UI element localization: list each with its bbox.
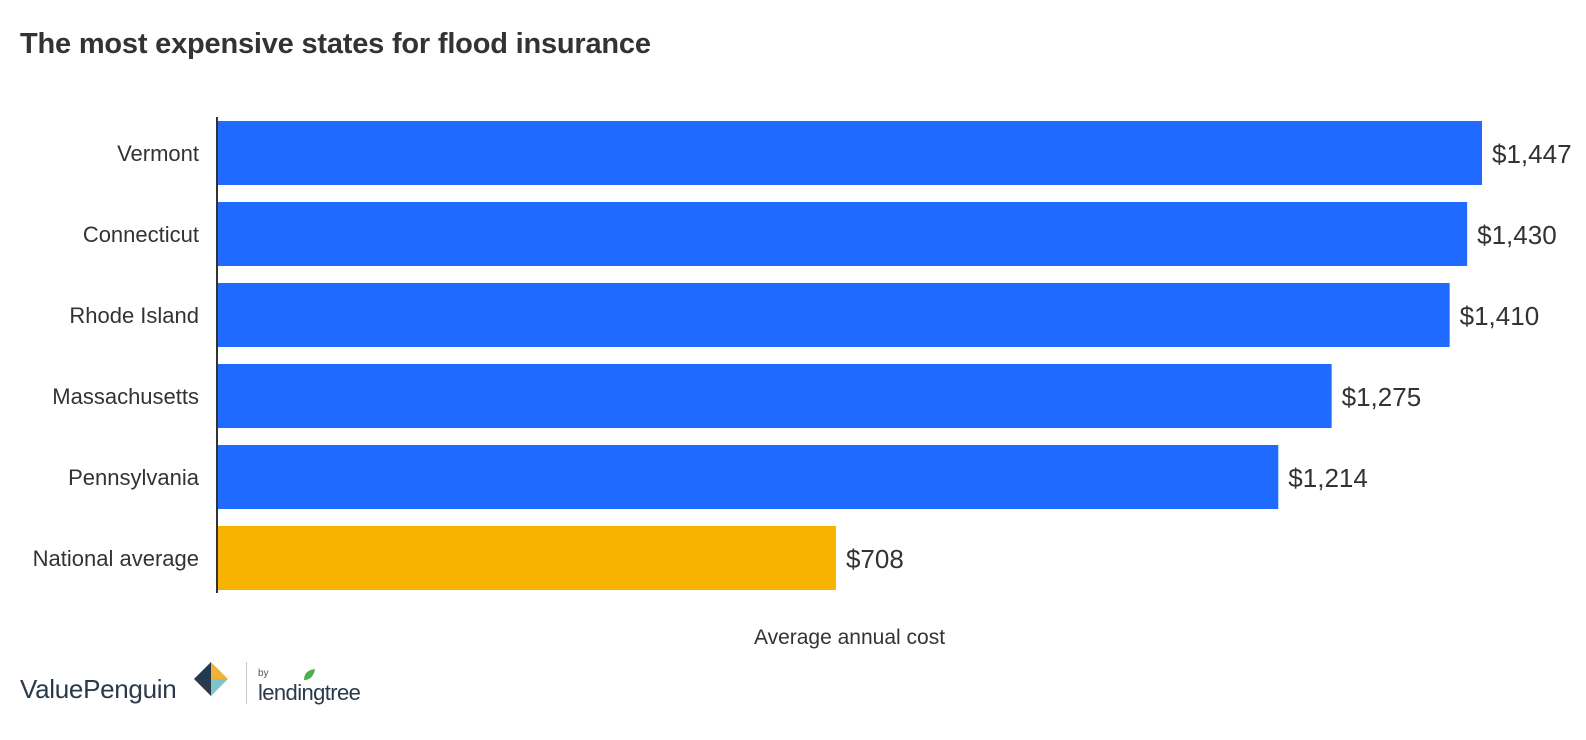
- bar-chart: Vermont $1,447 Connecticut $1,430 Rhode Isla…: [33, 117, 1572, 649]
- bar-massachusetts: [217, 364, 1332, 428]
- category-label-vermont: Vermont: [117, 141, 199, 166]
- bar-national-average: [217, 526, 836, 590]
- valuepenguin-logo-icon: [194, 662, 228, 696]
- x-axis-title: Average annual cost: [754, 626, 945, 649]
- lendingtree-leaf-icon: [304, 669, 315, 680]
- bars-layer: [217, 121, 1482, 590]
- category-label-rhode-island: Rhode Island: [69, 303, 199, 328]
- data-label-vermont: $1,447: [1492, 139, 1572, 169]
- data-label-connecticut: $1,430: [1477, 220, 1557, 250]
- chart-title: The most expensive states for flood insu…: [20, 28, 651, 60]
- by-label: by: [258, 668, 269, 679]
- valuepenguin-lendingtree-logo: ValuePenguin by lendingtree: [20, 660, 390, 710]
- bar-rhode-island: [217, 283, 1450, 347]
- labels-layer: Vermont $1,447 Connecticut $1,430 Rhode Isla…: [33, 139, 1572, 574]
- lendingtree-wordmark: lendingtree: [258, 680, 361, 705]
- logo-divider: [246, 662, 247, 704]
- valuepenguin-wordmark: ValuePenguin: [20, 674, 177, 704]
- category-label-connecticut: Connecticut: [83, 222, 199, 247]
- bar-pennsylvania: [217, 445, 1279, 509]
- data-label-pennsylvania: $1,214: [1288, 463, 1368, 493]
- category-label-pennsylvania: Pennsylvania: [68, 465, 200, 490]
- bar-vermont: [217, 121, 1482, 185]
- bar-connecticut: [217, 202, 1468, 266]
- category-label-massachusetts: Massachusetts: [52, 384, 199, 409]
- category-label-national-average: National average: [33, 546, 199, 571]
- data-label-rhode-island: $1,410: [1460, 301, 1540, 331]
- data-label-national-average: $708: [846, 544, 904, 574]
- data-label-massachusetts: $1,275: [1342, 382, 1422, 412]
